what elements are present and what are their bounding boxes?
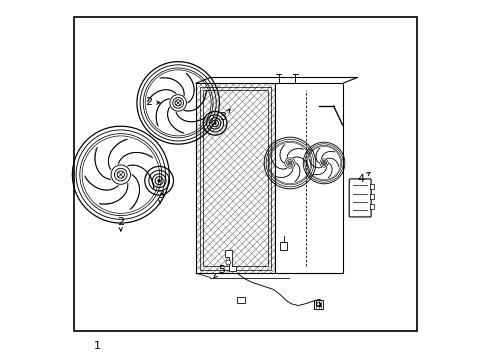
Text: 3: 3: [219, 109, 230, 122]
Bar: [199, 87, 271, 270]
Circle shape: [158, 179, 160, 182]
Bar: [236, 297, 244, 303]
Text: 6: 6: [314, 299, 321, 309]
FancyBboxPatch shape: [348, 179, 370, 217]
Bar: [369, 194, 373, 199]
Polygon shape: [224, 250, 235, 271]
Bar: [369, 204, 373, 210]
Bar: [314, 300, 323, 309]
Text: 3: 3: [157, 190, 163, 203]
Bar: [274, 83, 343, 273]
Text: 4: 4: [357, 172, 369, 184]
Text: 2: 2: [117, 217, 124, 231]
Bar: [196, 83, 274, 273]
Bar: [280, 242, 286, 250]
Text: 5: 5: [213, 265, 225, 278]
Bar: [203, 90, 267, 266]
Circle shape: [225, 260, 230, 265]
Text: 1: 1: [94, 341, 101, 351]
Bar: [74, 17, 416, 330]
Circle shape: [213, 122, 216, 125]
Bar: [369, 184, 373, 189]
Bar: [196, 83, 274, 273]
Text: 2: 2: [144, 97, 160, 107]
